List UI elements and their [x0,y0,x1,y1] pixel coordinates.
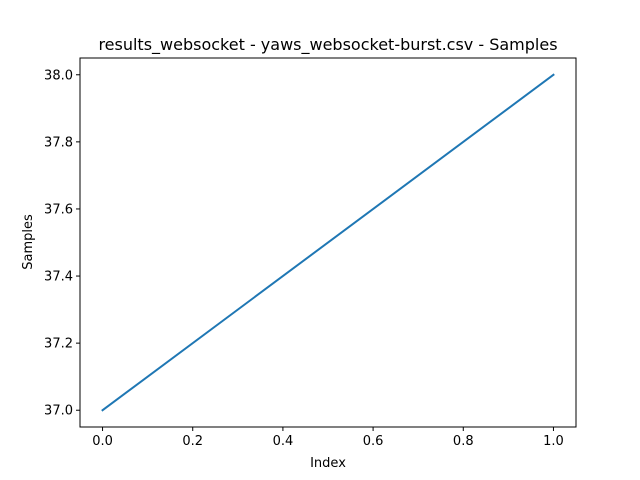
y-axis-ticks: 37.0 37.2 37.4 37.6 37.8 38.0 [44,68,80,419]
axes-frame [79,57,577,428]
y-tick-label: 37.0 [44,404,73,419]
y-tick-label: 37.4 [44,270,73,285]
series-line [101,73,555,412]
x-tick-label: 0.0 [92,434,113,449]
y-tick-label: 37.6 [44,202,73,217]
y-tick-label: 37.8 [44,135,73,150]
y-tick-label: 37.2 [44,337,73,352]
x-axis-ticks: 0.0 0.2 0.4 0.6 0.8 1.0 [92,427,564,449]
x-tick-label: 0.8 [453,434,474,449]
x-tick-label: 0.4 [273,434,294,449]
x-axis-label: Index [310,456,346,471]
x-tick-label: 0.2 [182,434,203,449]
y-tick-label: 38.0 [44,68,73,83]
x-tick-label: 1.0 [543,434,564,449]
y-axis-label: Samples [21,214,36,270]
series-layer [101,73,555,412]
chart-title: results_websocket - yaws_websocket-burst… [98,35,557,55]
x-tick-label: 0.6 [363,434,384,449]
